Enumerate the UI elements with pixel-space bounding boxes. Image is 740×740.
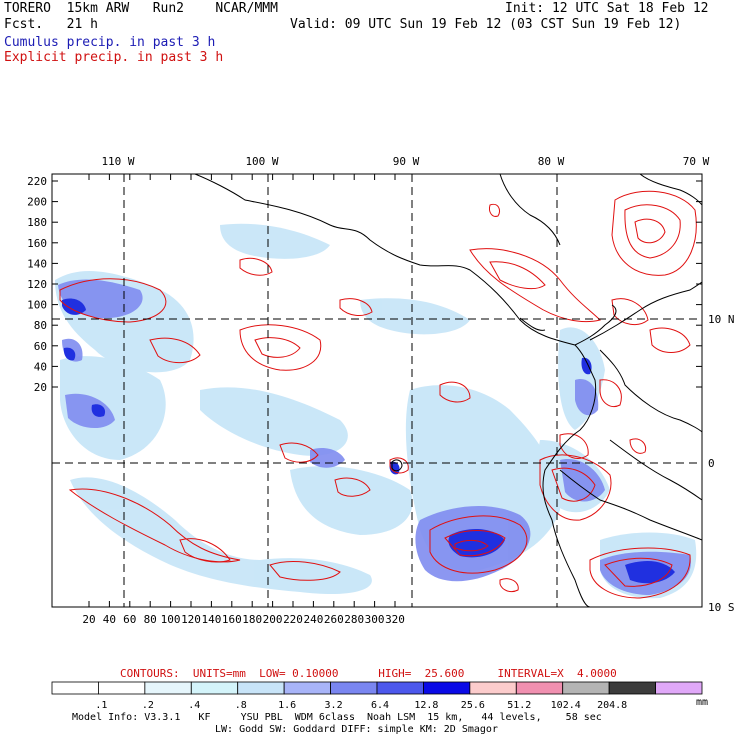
y-tick-label: 180: [27, 216, 47, 229]
colorbar-swatch: [423, 681, 471, 695]
colorbar-label: 3.2: [325, 700, 343, 711]
model-title: TORERO 15km ARW Run2 NCAR/MMM: [4, 1, 278, 16]
x-tick-label: 180: [242, 613, 262, 626]
explicit-precip-label: Explicit precip. in past 3 h: [4, 50, 224, 65]
x-tick-label: 140: [201, 613, 221, 626]
colorbar-swatch: [237, 681, 285, 695]
x-tick-label: 60: [123, 613, 136, 626]
y-tick-label: 40: [34, 360, 47, 373]
lat-label: 10 S: [708, 601, 735, 614]
x-tick-label: 120: [181, 613, 201, 626]
colorbar-label: .4: [188, 700, 200, 711]
colorbar-swatch: [330, 681, 378, 695]
physics-info-line: LW: Godd SW: Goddard DIFF: simple KM: 2D…: [215, 724, 498, 735]
colorbar-swatch: [51, 681, 99, 695]
lon-label: 80 W: [538, 155, 565, 168]
x-tick-label: 20: [82, 613, 95, 626]
colorbar-swatch: [283, 681, 331, 695]
x-tick-label: 320: [385, 613, 405, 626]
colorbar-swatch: [562, 681, 610, 695]
valid-time: Valid: 09 UTC Sun 19 Feb 12 (03 CST Sun …: [290, 17, 682, 32]
colorbar-swatch: [98, 681, 146, 695]
x-tick-label: 80: [144, 613, 157, 626]
colorbar-swatch: [515, 681, 564, 695]
lon-label: 100 W: [245, 155, 278, 168]
colorbar-label: .1: [95, 700, 107, 711]
y-tick-label: 20: [34, 381, 47, 394]
x-tick-label: 240: [303, 613, 323, 626]
colorbar-label: 51.2: [507, 700, 531, 711]
colorbar: .1 .2 .4 .8 1.6 3.2 6.4 12.8 25.6 51.2 102.4 204.8: [51, 681, 703, 711]
map-frame: [51, 173, 703, 608]
y-tick-label: 80: [34, 319, 47, 332]
init-time: Init: 12 UTC Sat 18 Feb 12: [505, 1, 709, 16]
contour-info: CONTOURS: UNITS=mm LOW= 0.10000 HIGH= 25…: [120, 667, 617, 680]
y-tick-label: 220: [27, 175, 47, 188]
axis-ticks: [52, 174, 702, 607]
colorbar-swatch: [144, 681, 192, 695]
lat-label: 10 N: [708, 313, 735, 326]
lon-label: 70 W: [683, 155, 710, 168]
forecast-hour: Fcst. 21 h: [4, 17, 98, 32]
x-tick-label: 100: [161, 613, 181, 626]
colorbar-swatch: [190, 681, 239, 695]
y-tick-label: 160: [27, 237, 47, 250]
x-tick-label: 200: [263, 613, 283, 626]
map-field: [52, 174, 702, 607]
colorbar-swatch: [655, 681, 703, 695]
colorbar-swatch: [469, 681, 517, 695]
cumulus-precip-label: Cumulus precip. in past 3 h: [4, 35, 216, 50]
x-tick-label: 300: [365, 613, 385, 626]
latlon-grid: [52, 174, 702, 607]
cumulus-precip-light: [55, 223, 697, 599]
x-tick-label: 280: [344, 613, 364, 626]
x-tick-label: 220: [283, 613, 303, 626]
x-tick-label: 160: [222, 613, 242, 626]
y-tick-label: 200: [27, 196, 47, 209]
y-tick-label: 100: [27, 299, 47, 312]
colorbar-label: 204.8: [597, 700, 627, 711]
model-info-line: Model Info: V3.3.1 KF YSU PBL WDM 6class…: [72, 712, 602, 723]
y-tick-label: 60: [34, 340, 47, 353]
colorbar-label: 6.4: [371, 700, 389, 711]
colorbar-swatch: [608, 681, 656, 695]
colorbar-label: 12.8: [414, 700, 438, 711]
colorbar-label: 1.6: [278, 700, 296, 711]
colorbar-swatch: [376, 681, 424, 695]
colorbar-label: .8: [235, 700, 247, 711]
lon-label: 110 W: [101, 155, 134, 168]
y-tick-label: 120: [27, 278, 47, 291]
y-tick-label: 140: [27, 257, 47, 270]
x-tick-label: 40: [103, 613, 116, 626]
colorbar-label: .2: [142, 700, 154, 711]
colorbar-label: 25.6: [461, 700, 485, 711]
explicit-precip-contours: [59, 190, 697, 599]
colorbar-unit: mm: [696, 697, 709, 708]
colorbar-label: 102.4: [551, 700, 581, 711]
x-tick-label: 260: [324, 613, 344, 626]
lon-label: 90 W: [393, 155, 420, 168]
lat-label: 0: [708, 457, 715, 470]
